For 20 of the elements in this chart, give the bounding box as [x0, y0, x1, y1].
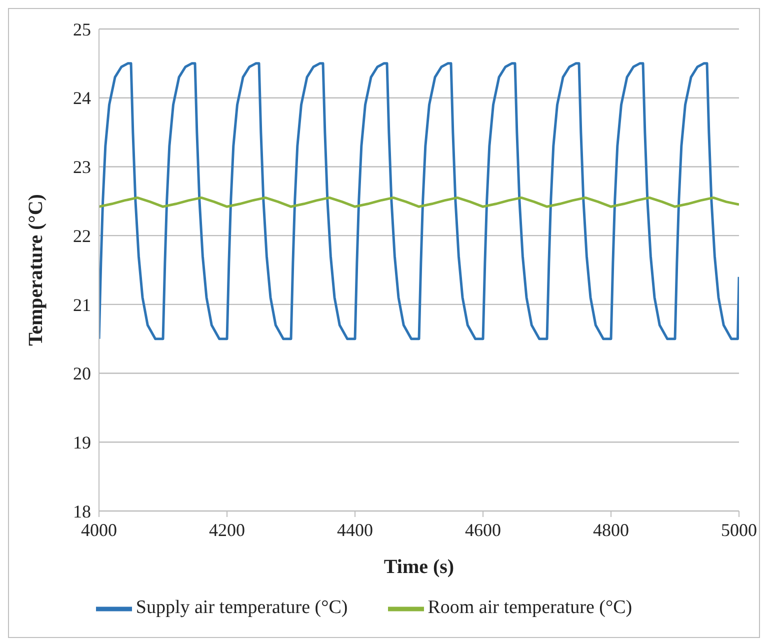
legend-label: Room air temperature (°C) — [428, 597, 632, 618]
y-axis-title: Temperature (°C) — [25, 194, 48, 346]
y-tick-label: 25 — [73, 19, 91, 40]
line-series — [99, 196, 739, 208]
x-tick-label: 4200 — [209, 520, 245, 540]
legend-label: Supply air temperature (°C) — [136, 597, 348, 618]
y-tick-label: 24 — [73, 88, 91, 108]
x-tick-label: 4800 — [593, 520, 629, 540]
y-tick-label: 19 — [73, 432, 91, 453]
y-tick-label: 20 — [73, 364, 91, 384]
x-tick-label: 5000 — [721, 520, 757, 540]
line-series — [99, 62, 739, 340]
y-tick-label: 22 — [73, 226, 91, 246]
x-tick-label: 4400 — [337, 520, 373, 540]
y-tick-label: 23 — [73, 157, 91, 178]
x-axis-title: Time (s) — [384, 556, 454, 578]
y-tick-label: 21 — [73, 294, 91, 315]
y-tick-label: 18 — [73, 501, 91, 522]
x-tick-label: 4600 — [465, 520, 501, 540]
x-tick-label: 4000 — [81, 520, 117, 540]
